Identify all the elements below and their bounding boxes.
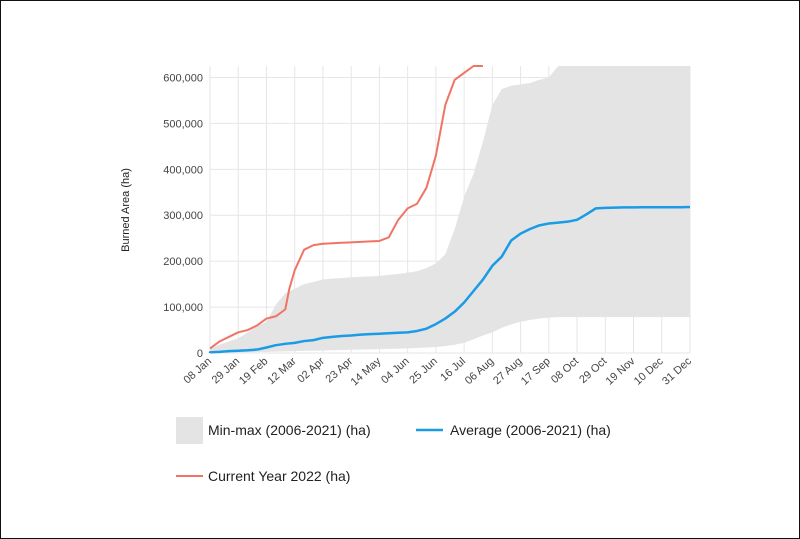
y-tick-label: 400,000	[163, 164, 203, 176]
x-tick-label: 14 May	[349, 355, 384, 388]
x-tick-label: 06 Aug	[463, 355, 496, 387]
y-tick-label: 600,000	[163, 72, 203, 84]
x-tick-label: 29 Oct	[577, 355, 609, 386]
x-tick-label: 19 Feb	[237, 355, 270, 387]
x-tick-label: 31 Dec	[660, 355, 694, 388]
x-tick-label: 04 Jun	[379, 355, 412, 386]
x-tick-label: 17 Sep	[519, 355, 553, 387]
x-tick-label: 02 Apr	[295, 355, 327, 385]
y-tick-label: 100,000	[163, 302, 203, 314]
x-tick-label: 08 Oct	[549, 355, 581, 386]
y-tick-label: 0	[197, 348, 203, 360]
series-current-2022-line	[209, 65, 483, 350]
x-tick-label: 27 Aug	[491, 355, 524, 387]
series-average-line	[208, 205, 691, 354]
legend-label-minmax: Min-max (2006-2021) (ha)	[208, 422, 371, 438]
x-tick-label: 29 Jan	[210, 355, 243, 386]
legend-label-average: Average (2006-2021) (ha)	[450, 422, 611, 438]
legend-label-current: Current Year 2022 (ha)	[208, 468, 350, 484]
x-tick-label: 19 Nov	[604, 355, 638, 388]
legend: Min-max (2006-2021) (ha) Average (2006-2…	[176, 417, 611, 484]
y-tick-label: 500,000	[163, 118, 203, 130]
y-tick-label: 200,000	[163, 256, 203, 268]
y-tick-labels: 0 100,000 200,000 300,000 400,000 500,000 600,…	[163, 72, 203, 360]
x-tick-label: 12 Mar	[265, 355, 299, 387]
series-minmax-band	[210, 66, 690, 353]
y-tick-label: 300,000	[163, 210, 203, 222]
legend-swatch-minmax	[176, 417, 203, 444]
x-tick-label: 25 Jun	[407, 355, 440, 386]
x-tick-label: 10 Dec	[632, 355, 666, 388]
y-axis-title: Burned Area (ha)	[120, 168, 132, 252]
